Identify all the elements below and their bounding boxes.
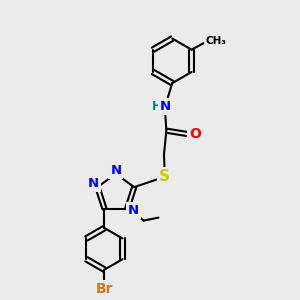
Text: Br: Br: [96, 282, 113, 296]
Text: CH₃: CH₃: [206, 36, 227, 46]
Text: N: N: [87, 177, 98, 190]
Text: O: O: [189, 127, 201, 141]
Text: N: N: [128, 204, 139, 217]
Text: N: N: [160, 100, 171, 113]
Text: N: N: [110, 164, 122, 177]
Text: H: H: [152, 100, 161, 113]
Text: S: S: [159, 169, 170, 184]
